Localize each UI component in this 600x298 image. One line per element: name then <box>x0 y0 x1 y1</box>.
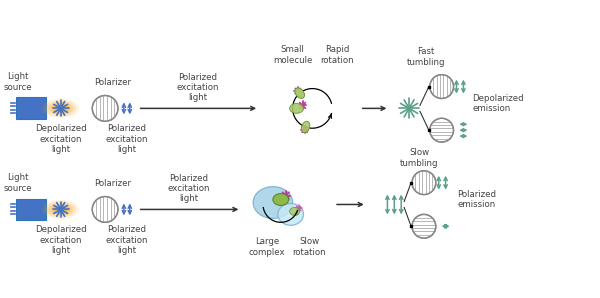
Ellipse shape <box>52 103 70 113</box>
Ellipse shape <box>295 88 305 98</box>
Ellipse shape <box>48 203 73 216</box>
Text: Polarized
excitation
light: Polarized excitation light <box>176 73 219 103</box>
Ellipse shape <box>48 102 73 115</box>
FancyBboxPatch shape <box>16 97 46 119</box>
Ellipse shape <box>42 99 79 118</box>
Ellipse shape <box>42 200 79 219</box>
Text: Slow
rotation: Slow rotation <box>293 237 326 257</box>
Text: Fast
tumbling: Fast tumbling <box>407 47 445 67</box>
Text: Large
complex: Large complex <box>248 237 285 257</box>
Text: Depolarized
excitation
light: Depolarized excitation light <box>35 225 86 255</box>
Text: Polarizer: Polarizer <box>94 77 131 87</box>
Text: Depolarized
excitation
light: Depolarized excitation light <box>35 124 86 154</box>
Text: Polarized
excitation
light: Polarized excitation light <box>106 124 148 154</box>
FancyBboxPatch shape <box>16 198 46 220</box>
Ellipse shape <box>58 208 64 211</box>
Circle shape <box>92 197 118 222</box>
Circle shape <box>412 214 436 238</box>
Ellipse shape <box>52 205 70 214</box>
Ellipse shape <box>301 121 310 133</box>
Circle shape <box>430 75 454 98</box>
Text: Small
molecule: Small molecule <box>273 45 313 65</box>
Ellipse shape <box>45 100 76 117</box>
Text: Light
source: Light source <box>4 173 32 193</box>
Ellipse shape <box>55 206 67 213</box>
Text: Polarized
excitation
light: Polarized excitation light <box>168 174 210 204</box>
Text: Light
source: Light source <box>4 72 32 91</box>
Circle shape <box>412 171 436 195</box>
Ellipse shape <box>45 201 76 218</box>
Text: Polarized
emission: Polarized emission <box>457 190 496 209</box>
Ellipse shape <box>273 194 289 205</box>
Text: Slow
tumbling: Slow tumbling <box>400 148 438 168</box>
Ellipse shape <box>55 105 67 112</box>
Text: Depolarized
emission: Depolarized emission <box>472 94 524 113</box>
Ellipse shape <box>290 207 299 215</box>
Ellipse shape <box>278 204 304 225</box>
Circle shape <box>430 118 454 142</box>
Ellipse shape <box>253 187 293 218</box>
Circle shape <box>92 95 118 121</box>
Text: Rapid
rotation: Rapid rotation <box>320 45 354 65</box>
Ellipse shape <box>290 103 304 113</box>
Text: Polarized
excitation
light: Polarized excitation light <box>106 225 148 255</box>
Ellipse shape <box>58 107 64 110</box>
Text: Polarizer: Polarizer <box>94 179 131 188</box>
